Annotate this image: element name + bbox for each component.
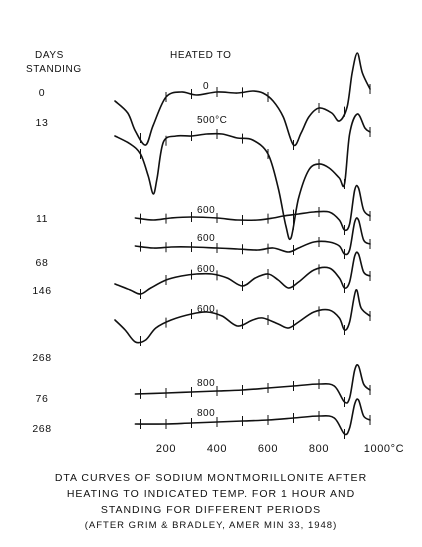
caption-line4: (AFTER GRIM & BRADLEY, AMER MIN 33, 1948… (84, 520, 338, 531)
dta-curve-6: 268 600 (32, 289, 371, 364)
dta-curve-line (134, 364, 371, 404)
days-label: 76 (36, 393, 49, 405)
heated-to-label: HEATED TO (170, 50, 232, 61)
heated-temp-label: 0 (203, 81, 209, 92)
caption-line3: STANDING FOR DIFFERENT PERIODS (100, 504, 322, 516)
dta-curve-3: 11 600 (36, 184, 371, 235)
heated-temp-label: 600 (197, 304, 215, 315)
days-label: 11 (36, 213, 48, 225)
heated-temp-label: 500°C (197, 115, 227, 126)
dta-curve-line (114, 251, 371, 295)
dta-curve-7: 76 800 (36, 364, 371, 407)
heated-temp-label: 800 (197, 378, 215, 389)
dta-curve-line (114, 289, 371, 344)
days-label: 13 (36, 117, 49, 129)
x-tick-label: 600 (258, 443, 278, 455)
heated-temp-label: 800 (197, 408, 215, 419)
days-label: 268 (32, 352, 51, 364)
x-tick-label: 1000°C (364, 443, 404, 455)
x-tick-label: 400 (207, 443, 227, 455)
dta-curve-8: 268 800 (32, 398, 371, 439)
dta-curve-line (114, 52, 371, 147)
dta-curve-1: 00 (39, 52, 371, 150)
dta-curve-5: 146 600 (32, 251, 371, 299)
days-standing-label-line1: DAYS (35, 50, 64, 61)
days-label: 0 (39, 87, 45, 99)
dta-curve-4: 68 600 (36, 217, 371, 269)
heated-temp-label: 600 (197, 233, 215, 244)
days-label: 68 (36, 257, 49, 269)
days-label: 268 (32, 423, 51, 435)
dta-curve-line (134, 184, 371, 232)
heated-temp-label: 600 (197, 205, 215, 216)
x-tick-label: 800 (309, 443, 329, 455)
dta-curve-line (134, 398, 371, 436)
dta-curve-2: 13 500°C (36, 113, 371, 241)
caption-line2: HEATING TO INDICATED TEMP. FOR 1 HOUR AN… (66, 488, 356, 500)
dta-curve-line (134, 217, 371, 256)
caption-line1: DTA CURVES OF SODIUM MONTMORILLONITE AFT… (54, 472, 368, 484)
heated-temp-label: 600 (197, 264, 215, 275)
days-label: 146 (32, 285, 51, 297)
days-standing-label-line2: STANDING (26, 64, 82, 75)
x-tick-label: 200 (156, 443, 176, 455)
